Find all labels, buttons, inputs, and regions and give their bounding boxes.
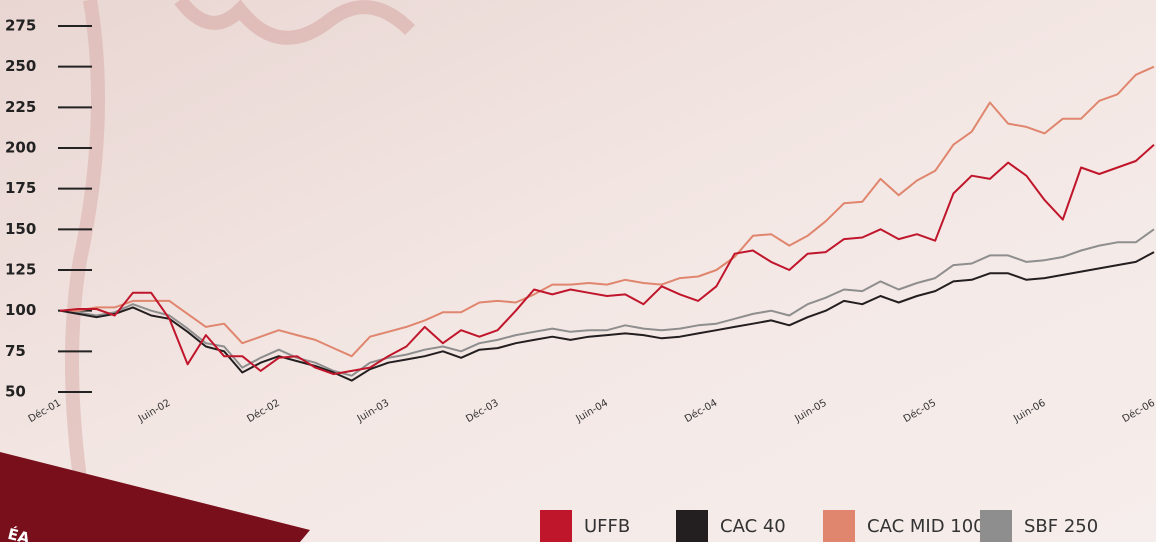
legend-swatch [980,510,1012,542]
chart: ÉA 5075100125150175200225250275Déc-01Jui… [0,0,1156,542]
y-tick-label: 100 [5,301,36,319]
legend-swatch [540,510,572,542]
legend-swatch [676,510,708,542]
y-tick-label: 50 [5,383,26,401]
y-tick-label: 250 [5,57,36,75]
y-tick-label: 125 [5,261,36,279]
page: {"banner": "ÉA", "chart_data": {"type": … [0,0,1156,542]
legend-label: UFFB [584,516,630,537]
y-tick-label: 275 [5,17,36,35]
legend-swatch [823,510,855,542]
y-tick-label: 150 [5,220,36,238]
y-tick-label: 200 [5,139,36,157]
legend-label: CAC MID 100 [867,516,985,537]
y-tick-label: 225 [5,98,36,116]
y-tick-label: 75 [5,342,26,360]
legend-label: SBF 250 [1024,516,1098,537]
background [0,0,1156,542]
y-tick-label: 175 [5,179,36,197]
legend-label: CAC 40 [720,516,786,537]
